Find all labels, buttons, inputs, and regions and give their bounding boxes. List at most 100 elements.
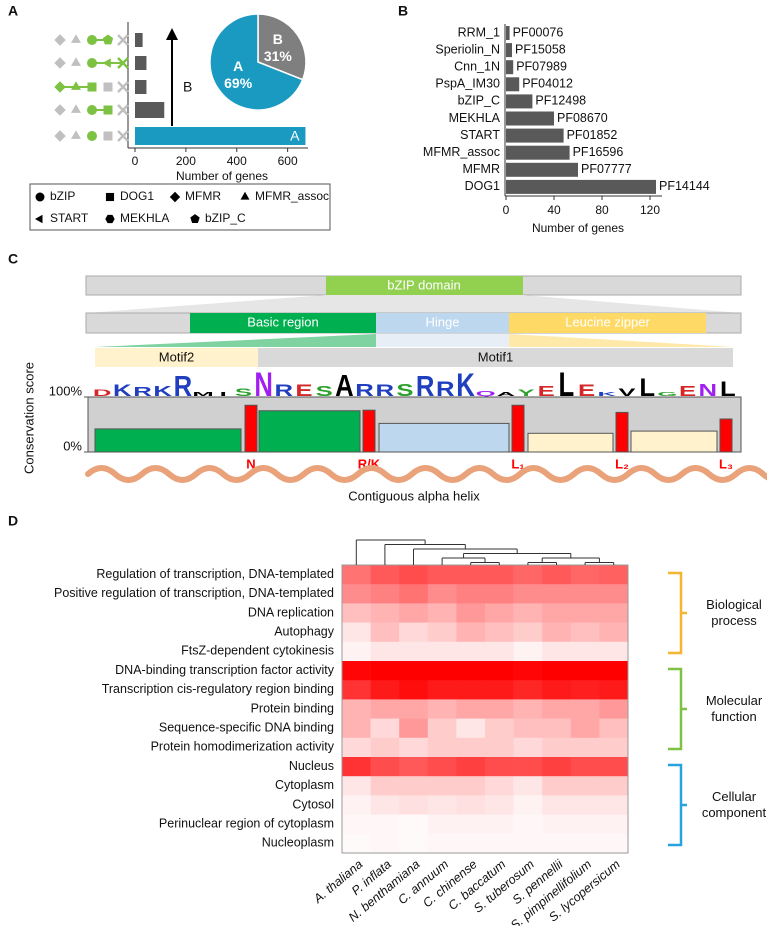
heatmap-cell	[542, 776, 572, 796]
logo-letter: I	[220, 391, 227, 397]
heatmap-cell	[342, 680, 371, 700]
heatmap-cell	[599, 641, 629, 662]
bar	[506, 77, 520, 92]
logo-letter: K	[153, 384, 172, 400]
heatmap-cell	[456, 833, 486, 854]
logo-letter-group: E	[578, 382, 595, 400]
logo-letter-group: S	[235, 387, 252, 399]
legend-label: START	[50, 211, 89, 225]
heatmap-cell	[370, 565, 400, 585]
heatmap-cell	[485, 584, 514, 604]
bar	[506, 60, 514, 75]
logo-letter: R	[416, 370, 435, 403]
heatmap-cell	[599, 718, 629, 739]
bar-annotation: A	[290, 128, 300, 144]
bar-annotation: PF07777	[581, 162, 632, 176]
logo-letter: M	[192, 391, 213, 397]
wedge	[509, 334, 735, 347]
bar	[506, 145, 570, 160]
legend-marker	[105, 192, 115, 202]
heatmap-cell	[399, 718, 429, 739]
logo-letter: R	[275, 382, 294, 400]
bzip-domain	[326, 276, 523, 295]
region	[509, 313, 706, 333]
heatmap-cell	[542, 565, 572, 585]
arrow-annotation: B	[183, 79, 192, 95]
heatmap-cell	[599, 680, 629, 700]
heatmap-cell	[370, 680, 400, 700]
heatmap-cell	[570, 833, 600, 854]
logo-letter-group: E	[538, 384, 555, 400]
residue-label: L₃	[719, 456, 733, 471]
heatmap-cell	[456, 737, 486, 758]
heatmap-cell	[370, 833, 400, 854]
logo-letter: D	[93, 389, 112, 399]
logo-letter-group: R	[416, 370, 435, 403]
heatmap-cell	[485, 680, 514, 700]
heatmap-cell	[542, 680, 572, 700]
legend-marker	[105, 214, 115, 224]
region	[190, 313, 376, 333]
conservation-bar	[258, 410, 361, 453]
domain-icon	[87, 58, 97, 68]
logo-letter-group: G	[657, 391, 677, 397]
domain-icon	[71, 130, 81, 139]
heatmap-cell	[399, 641, 429, 662]
bar-annotation: PF14144	[659, 179, 710, 193]
logo-letter: Y	[517, 389, 534, 399]
logo-letter: E	[295, 382, 312, 400]
heatmap-cell	[542, 661, 572, 681]
logo-letter: E	[578, 382, 595, 400]
logo-letter-group: Y	[517, 389, 534, 399]
heatmap-cell	[542, 795, 572, 815]
heatmap-cell	[570, 757, 600, 777]
domain-icon	[54, 34, 66, 46]
heatmap-cell	[513, 699, 543, 719]
heatmap-cell	[456, 699, 486, 719]
logo-letter: L	[720, 378, 736, 402]
row-label: DNA replication	[248, 605, 334, 619]
heatmap-cell	[370, 584, 400, 604]
logo-letter: S	[316, 384, 333, 400]
domain-icon	[87, 82, 97, 92]
logo-letter-group: K	[456, 368, 475, 403]
heatmap-cell	[485, 622, 514, 643]
region-label: Basic region	[247, 314, 319, 329]
logo-letter-group: M	[192, 391, 213, 397]
heatmap-cell	[570, 661, 600, 681]
bar	[506, 94, 533, 109]
logo-letter: K	[598, 391, 617, 397]
heatmap-cell	[513, 584, 543, 604]
legend-box	[29, 183, 331, 231]
x-tick-label: 600	[278, 154, 298, 168]
domain-icon	[117, 104, 129, 116]
heatmap-cell	[599, 814, 629, 835]
logo-letter-group: A	[335, 368, 354, 403]
heatmap-cell	[342, 833, 371, 854]
heatmap-cell	[342, 565, 371, 585]
row-label: Nucleus	[289, 759, 334, 773]
pie-category: B	[273, 31, 283, 47]
bar-annotation: PF16596	[573, 145, 624, 159]
domain-icon	[87, 35, 97, 45]
x-tick-label: 80	[595, 203, 609, 217]
heatmap-cell	[370, 641, 400, 662]
heatmap-cell	[513, 776, 543, 796]
heatmap-cell	[542, 737, 572, 758]
panel-label: D	[8, 513, 18, 529]
x-tick-label: 0	[132, 154, 139, 168]
conservation-bar	[630, 430, 718, 453]
row-label: Autophagy	[274, 624, 335, 638]
panel-label: C	[8, 251, 18, 267]
x-tick-label: 40	[547, 203, 561, 217]
wedge	[95, 334, 376, 347]
logo-letter: S	[396, 380, 413, 400]
row-label: Protein homodimerization activity	[151, 740, 335, 754]
heatmap-cell	[370, 795, 400, 815]
bar	[506, 26, 510, 40]
logo-letter: N	[254, 367, 273, 404]
heatmap-cell	[342, 661, 371, 681]
heatmap-cell	[570, 584, 600, 604]
heatmap-cell	[427, 603, 457, 623]
